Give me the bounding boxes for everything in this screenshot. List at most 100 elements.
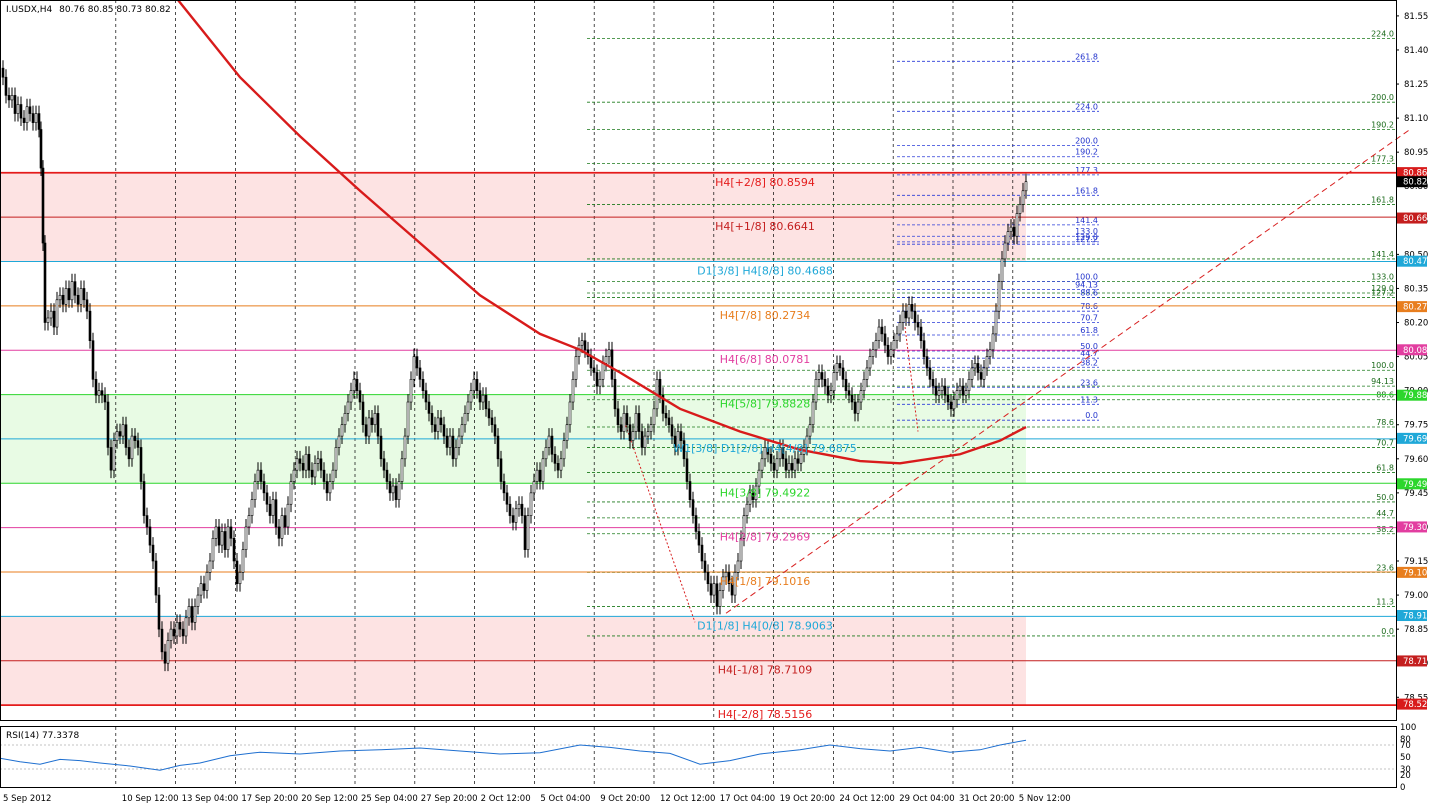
candle-body: [559, 458, 563, 471]
candle-body: [979, 372, 983, 380]
price-tick-label: 81.25: [1404, 80, 1428, 90]
candle-body: [556, 463, 560, 471]
candle-body: [340, 424, 344, 437]
candle-body: [598, 379, 602, 387]
candle-body: [931, 379, 935, 387]
candle-body: [757, 469, 761, 487]
candle-body: [316, 458, 320, 464]
candle-body: [1012, 226, 1016, 237]
candle-body: [406, 401, 410, 437]
candle-body: [454, 447, 458, 460]
candle-body: [901, 310, 905, 323]
fib-label-blue: 11.3: [1080, 395, 1098, 404]
candle-body: [748, 492, 752, 505]
candle-body: [634, 413, 638, 432]
candle-body: [724, 572, 728, 578]
candle-body: [79, 288, 83, 305]
candle-body: [868, 356, 872, 369]
price-tick-label: 81.55: [1404, 12, 1428, 22]
candle-body: [289, 481, 293, 505]
candle-body: [790, 463, 794, 471]
candle-body: [247, 515, 251, 528]
candle-body: [985, 356, 989, 369]
candle-body: [466, 401, 470, 414]
candle-body: [82, 288, 86, 301]
time-tick-label: 13 Sep 04:00: [182, 794, 239, 804]
price-tick-label: 79.45: [1404, 489, 1428, 499]
candle-body: [442, 424, 446, 437]
candle-body: [97, 390, 101, 396]
fib-label-green: 50.0: [1376, 493, 1394, 502]
candle-body: [451, 435, 455, 460]
fib-label-blue: 161.8: [1075, 186, 1098, 195]
candle-body: [73, 281, 77, 296]
candle-body: [514, 508, 518, 523]
time-tick-label: 29 Oct 04:00: [899, 794, 954, 804]
candle-body: [28, 106, 32, 114]
rsi-line: [0, 739, 1027, 771]
chart-frame: [0, 0, 1397, 721]
candle-body: [238, 572, 242, 585]
candle-body: [682, 440, 686, 460]
candle-body: [1015, 213, 1019, 237]
candle-body: [691, 499, 695, 516]
candle-body: [250, 499, 254, 516]
candle-body: [916, 322, 920, 328]
candle-body: [223, 531, 227, 550]
price-axis: 81.5581.4081.2581.1080.9580.8080.6580.50…: [1396, 12, 1428, 710]
candle-body: [25, 106, 29, 123]
candle-body: [349, 390, 353, 403]
candle-body: [433, 424, 437, 432]
price-tick-label: 79.00: [1404, 591, 1428, 601]
murrey-level-label: D1[3/8] H4[8/8] 80.4688: [697, 264, 833, 277]
murrey-level-label: H4[2/8] 79.2969: [720, 531, 811, 544]
candle-body: [313, 463, 317, 478]
candle-body: [43, 242, 47, 323]
time-tick-label: 25 Sep 04:00: [361, 794, 418, 804]
candle-body: [373, 413, 377, 426]
candle-body: [421, 379, 425, 391]
candle-body: [151, 544, 155, 562]
moving-average-line: [177, 0, 1027, 465]
candle-body: [394, 485, 398, 500]
price-tag-label: 79.69: [1403, 434, 1427, 444]
candle-body: [589, 356, 593, 369]
time-tick-label: 9 Oct 20:00: [600, 794, 650, 804]
candle-body: [772, 463, 776, 471]
ema-layer: [177, 0, 1027, 465]
candle-body: [55, 299, 59, 328]
candle-body: [604, 356, 608, 364]
fib-label-green: 44.7: [1376, 509, 1394, 518]
candle-body: [157, 594, 161, 630]
candle-body: [829, 390, 833, 396]
candle-body: [106, 401, 110, 448]
murrey-level-label: H4[-1/8] 78.7109: [718, 664, 813, 677]
price-tag-bg: [1397, 301, 1427, 313]
candle-body: [307, 453, 311, 471]
candle-body: [703, 560, 707, 573]
candle-body: [391, 485, 395, 494]
candle-body: [385, 469, 389, 482]
candle-body: [118, 431, 122, 437]
candle-body: [193, 606, 197, 623]
fib-label-blue: 127.2: [1075, 235, 1098, 244]
price-tag-bg: [1397, 167, 1427, 179]
fib-label-green: 11.3: [1376, 597, 1394, 606]
candle-body: [865, 367, 869, 380]
candle-body: [982, 367, 986, 380]
candle-body: [265, 492, 269, 505]
candle-body: [946, 394, 950, 403]
rsi-tick-label: 30: [1400, 765, 1411, 775]
candle-body: [376, 413, 380, 437]
price-tag-label: 79.88: [1403, 391, 1427, 401]
candle-body: [319, 458, 323, 471]
fib-label-blue: 100.0: [1075, 273, 1098, 282]
candle-body: [592, 367, 596, 373]
candle-body: [754, 485, 758, 500]
candle-body: [481, 394, 485, 403]
murrey-level-label: H4[7/8] 80.2734: [720, 309, 811, 322]
candle-body: [283, 515, 287, 528]
candle-body: [22, 117, 26, 123]
candle-body: [448, 435, 452, 448]
